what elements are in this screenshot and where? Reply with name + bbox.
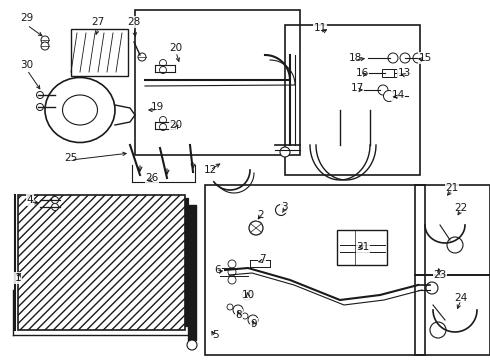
Text: 12: 12 <box>203 165 217 175</box>
Text: 4: 4 <box>26 195 33 205</box>
Circle shape <box>138 53 146 61</box>
Circle shape <box>275 204 287 216</box>
Bar <box>337 230 387 265</box>
Circle shape <box>378 85 388 95</box>
Bar <box>18 195 185 330</box>
Text: 5: 5 <box>212 330 219 340</box>
Text: 2: 2 <box>258 210 264 220</box>
Circle shape <box>41 36 49 44</box>
Circle shape <box>384 90 394 102</box>
Circle shape <box>228 276 236 284</box>
Circle shape <box>51 203 58 211</box>
Circle shape <box>242 313 248 319</box>
Circle shape <box>388 53 398 63</box>
Circle shape <box>228 268 236 276</box>
Circle shape <box>160 59 167 67</box>
Text: 6: 6 <box>215 265 221 275</box>
Text: 10: 10 <box>242 290 255 300</box>
Text: 19: 19 <box>150 102 164 112</box>
Ellipse shape <box>45 77 115 143</box>
Bar <box>415 275 490 355</box>
Circle shape <box>400 53 410 63</box>
Circle shape <box>160 123 167 130</box>
Text: 22: 22 <box>454 203 467 213</box>
Circle shape <box>227 304 233 310</box>
Circle shape <box>249 221 263 235</box>
Bar <box>285 25 420 175</box>
Circle shape <box>426 282 438 294</box>
Text: 27: 27 <box>91 17 105 27</box>
Text: 9: 9 <box>251 319 257 329</box>
Text: 26: 26 <box>146 173 159 183</box>
Text: 16: 16 <box>355 68 368 78</box>
Bar <box>382 69 394 77</box>
Circle shape <box>248 315 258 325</box>
Circle shape <box>228 260 236 268</box>
Circle shape <box>233 305 243 315</box>
Circle shape <box>187 340 197 350</box>
Circle shape <box>160 67 167 73</box>
Circle shape <box>447 237 463 253</box>
Text: 23: 23 <box>433 270 446 280</box>
Circle shape <box>413 53 423 63</box>
Text: 7: 7 <box>259 254 265 264</box>
Text: 13: 13 <box>397 68 411 78</box>
Text: 8: 8 <box>236 310 243 320</box>
Bar <box>385 69 397 77</box>
Text: 25: 25 <box>64 153 77 163</box>
Circle shape <box>280 147 290 157</box>
Text: 15: 15 <box>418 53 432 63</box>
Text: 28: 28 <box>127 17 141 27</box>
Text: 20: 20 <box>170 43 183 53</box>
Bar <box>415 185 490 275</box>
Text: 30: 30 <box>21 60 33 70</box>
Bar <box>135 10 300 155</box>
Text: 17: 17 <box>350 83 364 93</box>
Circle shape <box>242 290 252 300</box>
Circle shape <box>160 117 167 123</box>
Circle shape <box>36 91 44 99</box>
Circle shape <box>51 197 58 203</box>
Text: 14: 14 <box>392 90 405 100</box>
Bar <box>205 185 425 355</box>
FancyBboxPatch shape <box>71 29 128 76</box>
Circle shape <box>41 42 49 50</box>
Circle shape <box>430 322 446 338</box>
Text: 24: 24 <box>454 293 467 303</box>
Text: 1: 1 <box>15 273 21 283</box>
Ellipse shape <box>63 95 98 125</box>
Text: 18: 18 <box>348 53 362 63</box>
Text: 29: 29 <box>21 13 34 23</box>
Text: 20: 20 <box>170 120 183 130</box>
Text: 21: 21 <box>445 183 459 193</box>
Text: 11: 11 <box>314 23 327 33</box>
Text: 3: 3 <box>281 202 287 212</box>
Text: 31: 31 <box>356 242 369 252</box>
Circle shape <box>36 104 44 111</box>
